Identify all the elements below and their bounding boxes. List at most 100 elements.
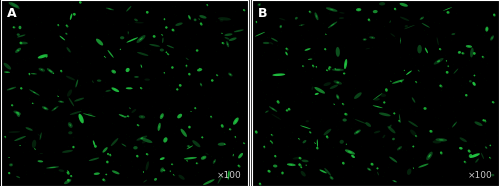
Point [408,156,416,159]
Point [70,13,78,16]
Point [116,48,124,51]
Point [338,135,346,138]
Point [444,126,452,129]
Point [0,100,8,103]
Point [143,153,151,155]
Point [323,135,331,138]
Point [109,159,117,162]
Ellipse shape [15,48,21,53]
Point [186,80,194,83]
Ellipse shape [112,70,116,73]
Point [364,31,372,34]
Ellipse shape [8,2,19,8]
Point [140,61,148,64]
Ellipse shape [76,79,78,87]
Point [54,94,62,97]
Point [66,50,74,53]
Point [412,175,420,178]
Ellipse shape [443,7,452,11]
Point [68,112,76,115]
Ellipse shape [266,111,268,112]
Point [292,11,300,14]
Point [448,147,456,150]
Point [368,45,376,48]
Point [402,69,409,72]
Point [434,21,442,24]
Point [462,94,470,97]
Point [50,72,58,75]
Point [10,26,18,29]
Ellipse shape [203,179,214,185]
Point [290,100,298,103]
Point [40,4,48,7]
Point [450,95,458,98]
Point [104,153,112,155]
Point [412,80,420,83]
Point [147,6,155,9]
Ellipse shape [186,145,193,149]
Ellipse shape [40,132,42,140]
Point [282,47,290,50]
Point [284,145,292,148]
Ellipse shape [228,170,230,180]
Ellipse shape [144,78,150,81]
Point [480,142,488,145]
Ellipse shape [330,176,334,180]
Point [264,169,272,172]
Point [58,56,66,59]
Point [58,12,66,15]
Point [56,77,64,80]
Ellipse shape [392,138,395,140]
Point [274,37,281,40]
Ellipse shape [340,140,344,144]
Point [212,10,220,13]
Point [164,20,172,23]
Point [400,131,408,134]
Point [116,5,124,8]
Ellipse shape [379,113,390,116]
Point [406,16,413,19]
Point [334,1,342,4]
Point [408,139,416,142]
Point [232,135,239,138]
Point [325,67,333,70]
Point [360,181,368,184]
Ellipse shape [400,3,408,7]
Point [430,138,438,141]
Point [1,135,9,138]
Point [21,59,29,62]
Point [462,94,470,97]
Point [476,71,484,74]
Point [325,67,333,70]
Point [254,90,262,93]
Ellipse shape [309,131,312,134]
Point [375,100,383,103]
Point [430,128,438,131]
Ellipse shape [70,124,71,126]
Point [488,100,496,103]
Point [0,80,8,83]
Ellipse shape [432,140,442,143]
Ellipse shape [136,136,147,141]
Point [218,75,226,78]
Point [38,12,46,15]
Ellipse shape [200,83,202,86]
Point [273,101,281,104]
Ellipse shape [144,180,147,182]
Point [396,55,404,58]
Ellipse shape [472,82,476,86]
Point [67,174,75,177]
Point [224,157,232,160]
Point [50,171,58,174]
Ellipse shape [16,33,20,36]
Point [28,127,36,130]
Point [40,134,48,137]
Point [298,122,306,125]
Ellipse shape [322,171,324,172]
Ellipse shape [295,17,298,20]
Point [366,20,374,23]
Point [58,91,66,94]
Point [424,87,432,90]
Point [368,33,376,36]
Ellipse shape [388,126,396,133]
